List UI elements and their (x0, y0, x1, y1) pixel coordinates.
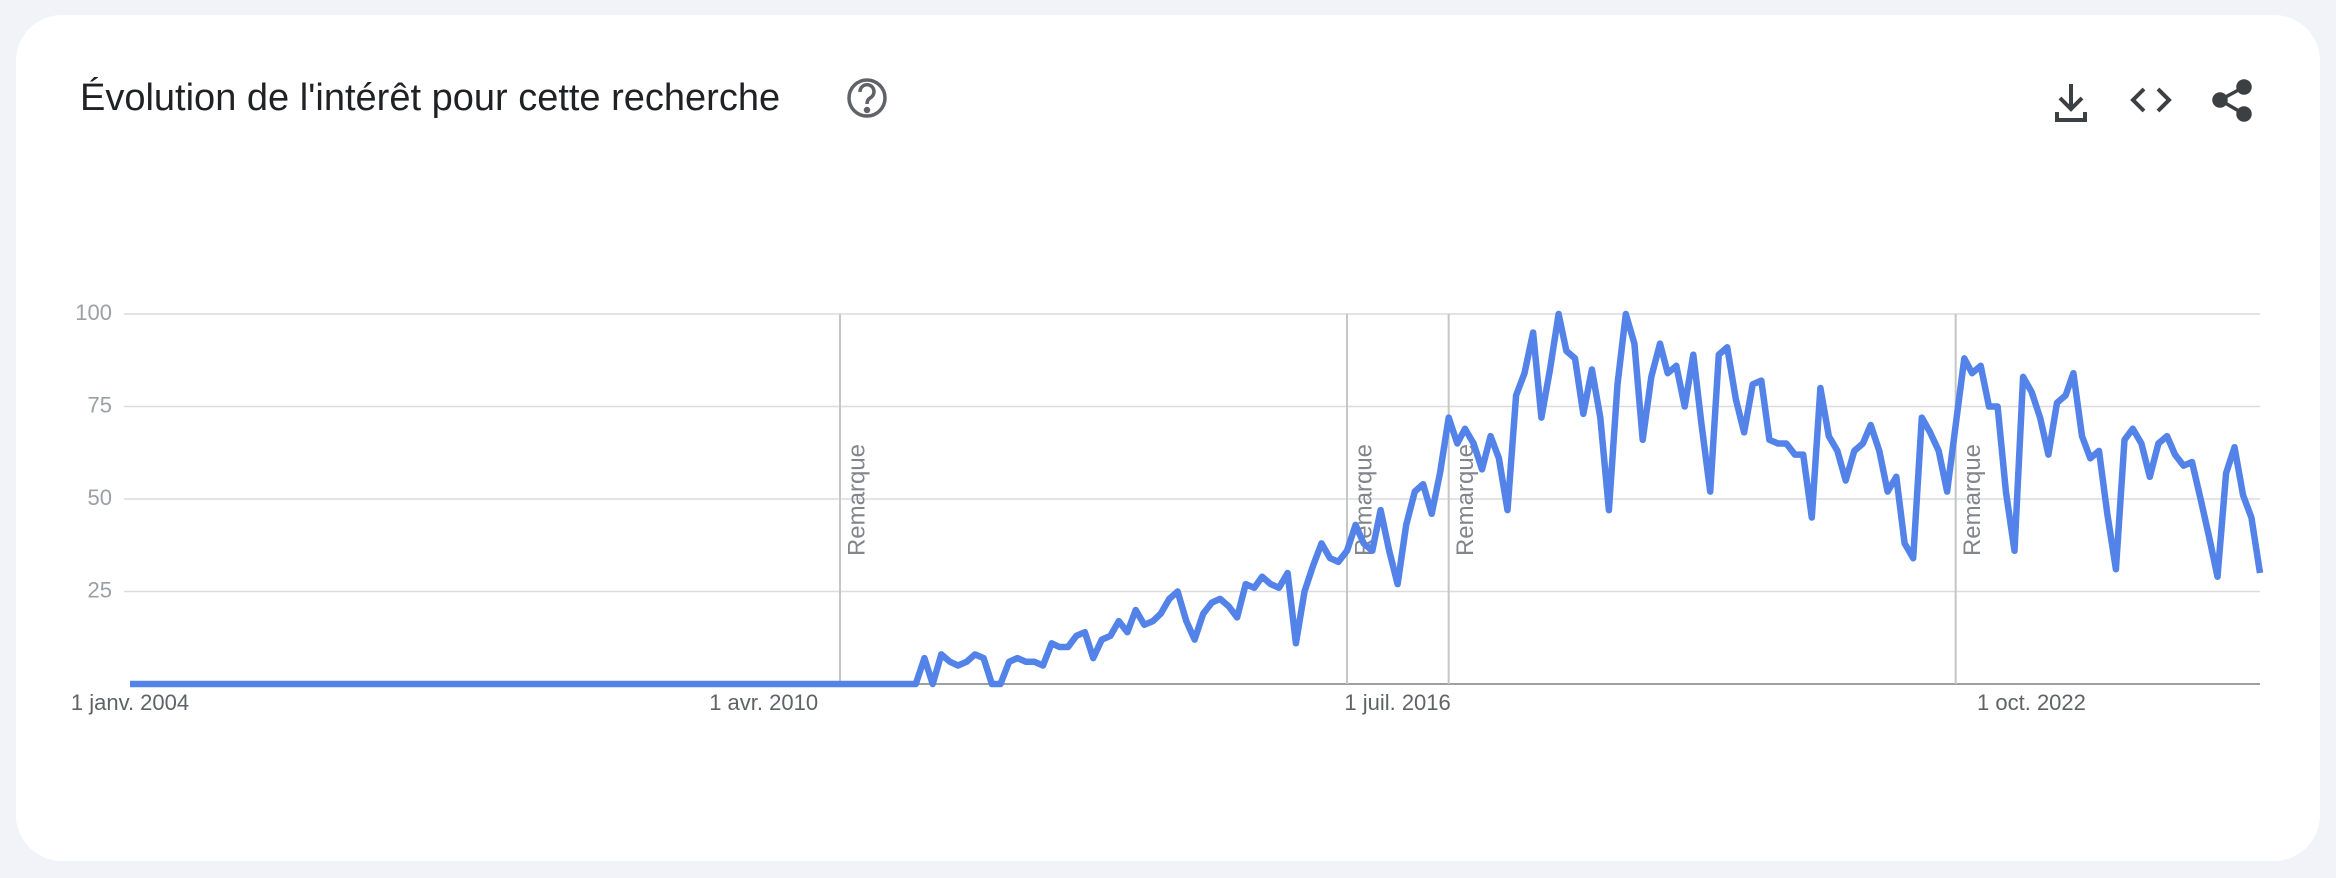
y-tick-label: 25 (88, 577, 112, 602)
x-tick-label: 1 avr. 2010 (709, 690, 818, 715)
series-line (130, 310, 2264, 688)
annotation-label: Remarque (843, 444, 870, 556)
annotation-label: Remarque (1452, 444, 1479, 556)
y-tick-label: 75 (88, 392, 112, 417)
y-tick-label: 50 (88, 485, 112, 510)
x-tick-label: 1 janv. 2004 (71, 690, 189, 715)
download-icon[interactable] (2055, 84, 2087, 122)
share-icon[interactable] (2212, 79, 2252, 122)
x-tick-label: 1 oct. 2022 (1977, 690, 2086, 715)
annotation-label: Remarque (1959, 444, 1986, 556)
help-icon[interactable] (847, 78, 887, 118)
x-tick-label: 1 juil. 2016 (1344, 690, 1450, 715)
y-tick-label: 100 (75, 300, 112, 325)
chart-title: Évolution de l'intérêt pour cette recher… (80, 76, 780, 119)
embed-icon[interactable] (2130, 87, 2172, 113)
card (16, 15, 2320, 861)
